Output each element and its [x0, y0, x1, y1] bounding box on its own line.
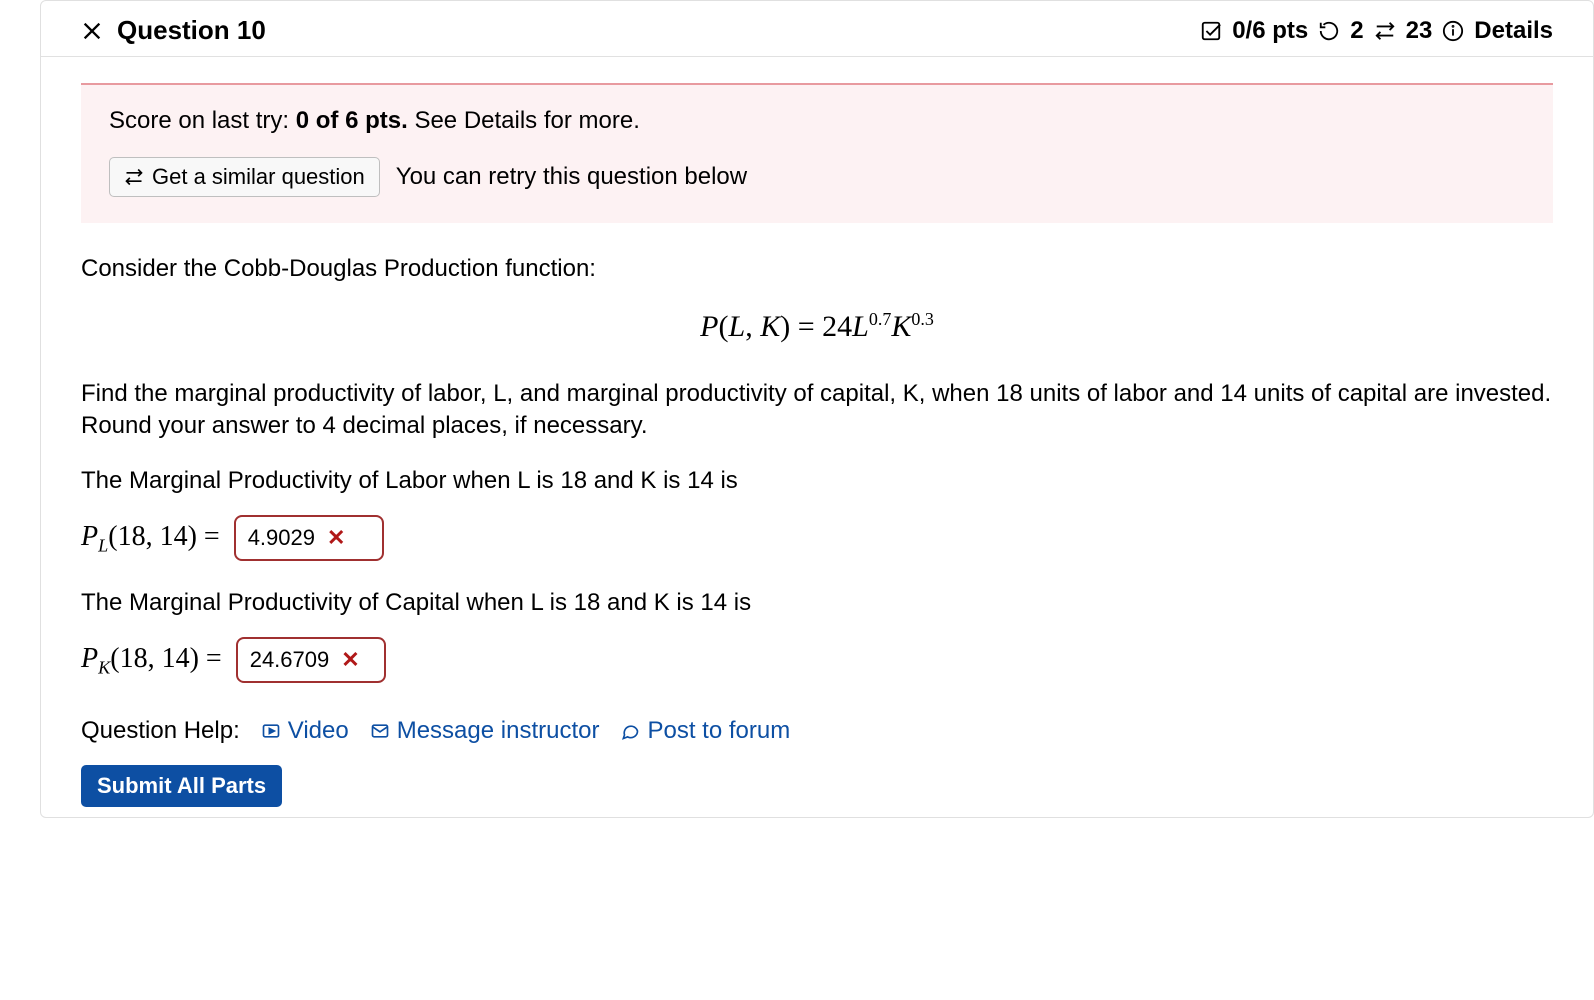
score-prefix: Score on last try:	[109, 107, 296, 134]
incorrect-x-icon: ✕	[327, 523, 345, 553]
score-line: Score on last try: 0 of 6 pts. See Detai…	[109, 107, 1525, 135]
intro-text: Consider the Cobb-Douglas Production fun…	[81, 253, 1553, 285]
formula: P(L, K) = 24L0.7K0.3	[81, 307, 1553, 348]
post-forum-link[interactable]: Post to forum	[619, 717, 790, 745]
retry-icon	[1318, 20, 1340, 42]
video-link[interactable]: Video	[260, 717, 349, 745]
question-body: Consider the Cobb-Douglas Production fun…	[41, 223, 1593, 683]
help-row: Question Help: Video Message instructor …	[81, 717, 1553, 745]
help-label: Question Help:	[81, 717, 240, 745]
incorrect-x-icon	[81, 20, 103, 42]
score-suffix: See Details for more.	[408, 107, 640, 134]
get-similar-label: Get a similar question	[152, 164, 365, 190]
attempts-count: 23	[1406, 17, 1433, 45]
get-similar-button[interactable]: Get a similar question	[109, 157, 380, 197]
capital-answer-row: PK(18, 14) = 24.6709 ✕	[81, 637, 1553, 683]
incorrect-x-icon: ✕	[341, 645, 359, 675]
submit-all-button[interactable]: Submit All Parts	[81, 765, 282, 807]
retry-count: 2	[1350, 17, 1363, 45]
labor-prompt: The Marginal Productivity of Labor when …	[81, 465, 1553, 497]
labor-answer-row: PL(18, 14) = 4.9029 ✕	[81, 515, 1553, 561]
chat-icon	[619, 721, 641, 741]
reshuffle-icon	[1374, 20, 1396, 42]
info-icon[interactable]	[1442, 20, 1464, 42]
question-title: Question 10	[117, 15, 266, 46]
score-box: Score on last try: 0 of 6 pts. See Detai…	[81, 83, 1553, 223]
reshuffle-icon	[124, 167, 144, 187]
capital-answer-input[interactable]: 24.6709 ✕	[236, 637, 386, 683]
retry-text: You can retry this question below	[396, 163, 747, 191]
video-icon	[260, 721, 282, 741]
question-card: Question 10 0/6 pts 2 23 Detail	[40, 0, 1594, 818]
pl-lhs: PL(18, 14) =	[81, 518, 220, 558]
capital-prompt: The Marginal Productivity of Capital whe…	[81, 587, 1553, 619]
details-link[interactable]: Details	[1474, 17, 1553, 45]
mail-icon	[369, 721, 391, 741]
pk-lhs: PK(18, 14) =	[81, 640, 222, 680]
question-header: Question 10 0/6 pts 2 23 Detail	[41, 1, 1593, 57]
capital-answer-value: 24.6709	[250, 645, 330, 675]
labor-answer-input[interactable]: 4.9029 ✕	[234, 515, 384, 561]
task-text: Find the marginal productivity of labor,…	[81, 378, 1553, 443]
score-bold: 0 of 6 pts.	[296, 107, 408, 134]
message-instructor-link[interactable]: Message instructor	[369, 717, 600, 745]
score-check-icon	[1200, 20, 1222, 42]
points-label: 0/6 pts	[1232, 17, 1308, 45]
labor-answer-value: 4.9029	[248, 523, 315, 553]
